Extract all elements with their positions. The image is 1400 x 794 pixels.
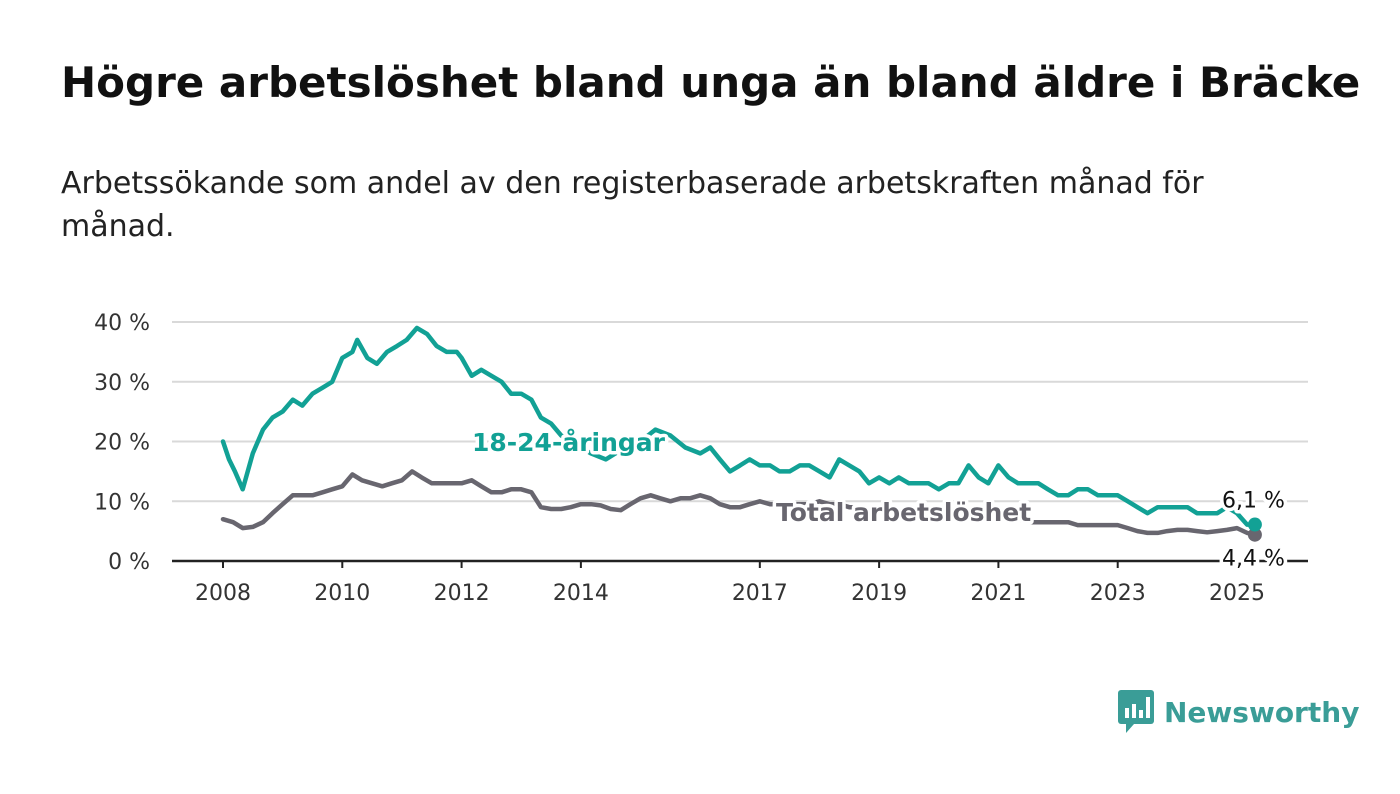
bar-chart-icon	[1118, 690, 1154, 733]
x-tick-label: 2023	[1090, 581, 1146, 606]
y-tick-label: 40 %	[94, 311, 150, 336]
chart-title: Högre arbetslöshet bland unga än bland ä…	[61, 58, 1361, 107]
series-line-total-arbetsl-shet	[220, 469, 1258, 537]
brand-logo: Newsworthy	[1118, 690, 1359, 734]
series-label-youth: 18-24-åringar	[472, 428, 666, 457]
gridlines	[172, 321, 1308, 503]
x-tick-label: 2025	[1209, 581, 1265, 606]
x-tick-label: 2012	[434, 581, 490, 606]
end-value-label-youth: 6,1 %	[1222, 489, 1285, 514]
series-end-point	[1247, 527, 1262, 542]
y-tick-label: 20 %	[94, 431, 150, 456]
axes: 0 % 10 % 20 % 30 % 40 % 2008 2010 2012 2014 2017 2…	[94, 311, 1308, 606]
y-tick-label: 0 %	[108, 550, 150, 575]
y-tick-label: 10 %	[94, 490, 150, 515]
x-tick-label: 2017	[732, 581, 788, 606]
x-tick-label: 2010	[314, 581, 370, 606]
series-end-point	[1247, 517, 1262, 532]
series-label-total: Total arbetslöshet	[776, 498, 1031, 527]
series-labels: 18-24-åringar Total arbetslöshet 6,1 % 4,4 …	[469, 425, 1289, 576]
chart-subtitle: Arbetssökande som andel av den registerb…	[61, 166, 1204, 244]
end-value-label-total: 4,4 %	[1222, 547, 1285, 572]
brand-name: Newsworthy	[1164, 695, 1360, 729]
x-tick-label: 2021	[970, 581, 1026, 606]
y-tick-label: 30 %	[94, 371, 150, 396]
series-line-18-24-ringar	[220, 325, 1258, 527]
series-lines	[220, 325, 1262, 542]
x-tick-label: 2019	[851, 581, 907, 606]
x-tick-label: 2008	[195, 581, 251, 606]
x-tick-label: 2014	[553, 581, 609, 606]
